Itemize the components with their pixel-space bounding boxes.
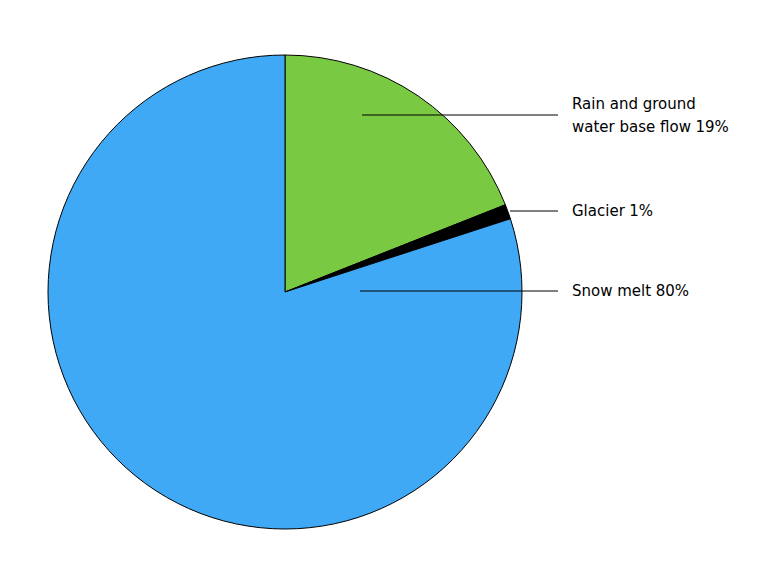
pie-slices <box>48 55 522 529</box>
slice-label: Snow melt 80% <box>572 282 689 300</box>
chart-svg: Rain and ground water base flow19% Glacier… <box>0 0 768 576</box>
labels: Rain and ground water base flow19% Glacier… <box>360 95 729 301</box>
slice-label-name: water base flow <box>572 118 691 136</box>
slice-label: Glacier1% <box>572 202 653 220</box>
pie-slice <box>48 55 522 529</box>
slice-label-name: Rain and ground <box>572 95 696 113</box>
slice-label-value: 19% <box>695 118 728 136</box>
leader-line <box>510 211 558 212</box>
slice-label-value: 1% <box>629 202 653 220</box>
chart-container: Rain and ground water base flow19% Glacier… <box>0 0 768 576</box>
slice-label-name: Glacier <box>572 202 626 220</box>
slice-label-name: Snow melt <box>572 282 651 300</box>
slice-label: Rain and ground water base flow19% <box>572 95 729 136</box>
leader-line <box>362 115 558 116</box>
slice-label-value: 80% <box>656 282 689 300</box>
leader-line <box>360 291 558 292</box>
